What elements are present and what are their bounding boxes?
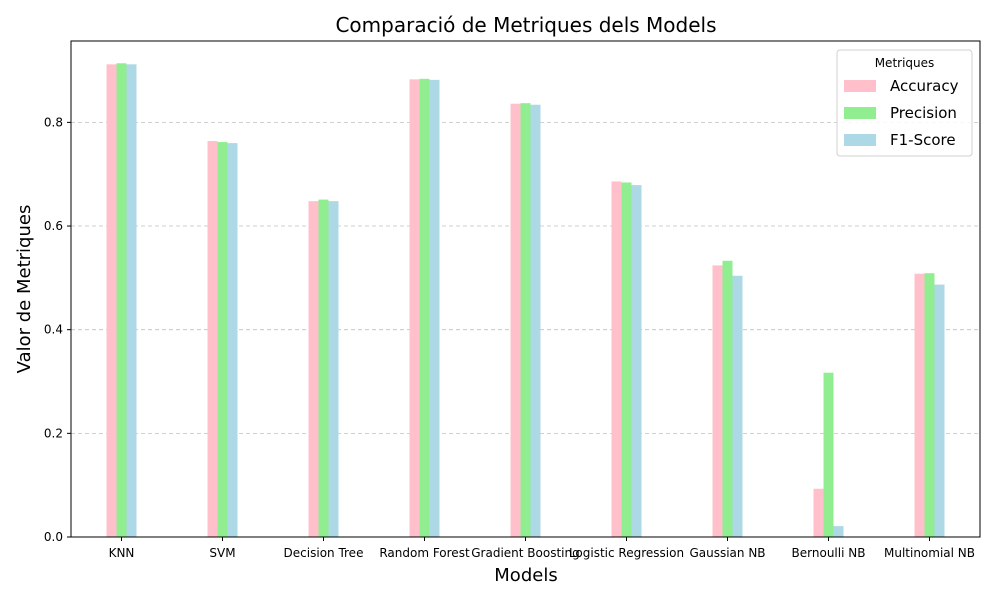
x-tick-label: Gaussian NB [689, 546, 765, 560]
bar-f1-score [833, 526, 844, 537]
bar-precision [621, 182, 632, 537]
legend-label: Accuracy [890, 77, 959, 95]
y-axis-label: Valor de Metriques [14, 205, 35, 374]
bar-precision [116, 63, 127, 537]
bar-accuracy [409, 79, 420, 538]
bar-precision [318, 199, 329, 537]
bar-precision [823, 372, 834, 537]
bar-precision [520, 103, 531, 537]
chart-title: Comparació de Metriques dels Models [335, 13, 716, 37]
bar-accuracy [106, 64, 117, 538]
y-axis-ticks: 0.0 0.2 0.4 0.6 0.8 [44, 115, 71, 544]
x-tick-label: Random Forest [379, 546, 470, 560]
y-tick-label: 0.6 [44, 219, 63, 233]
legend-swatch [844, 107, 876, 119]
bar-accuracy [611, 181, 622, 537]
bar-precision [419, 78, 430, 537]
bar-precision [924, 273, 935, 537]
bar-accuracy [308, 201, 319, 538]
bar-precision [217, 142, 228, 537]
x-tick-label: Decision Tree [284, 546, 364, 560]
legend-box [836, 49, 973, 157]
bar-f1-score [934, 284, 945, 537]
legend-swatch [844, 134, 876, 146]
bar-f1-score [126, 64, 137, 538]
y-tick-label: 0.4 [44, 323, 63, 337]
x-axis-label: Models [494, 565, 557, 586]
legend: Metriques Accuracy Precision F1-Score [836, 49, 973, 157]
bar-accuracy [207, 141, 218, 538]
legend-label: Precision [890, 104, 957, 122]
legend-swatch [844, 80, 876, 92]
y-tick-label: 0.0 [44, 530, 63, 544]
bar-accuracy [914, 273, 925, 537]
bar-f1-score [429, 79, 440, 538]
x-tick-label: Gradient Boosting [471, 546, 579, 560]
x-tick-label: Bernoulli NB [792, 546, 866, 560]
y-tick-label: 0.8 [44, 115, 63, 129]
x-tick-label: SVM [209, 546, 235, 560]
x-axis-ticks: KNN SVM Decision Tree Random Forest Gradient… [109, 537, 975, 560]
x-tick-label: KNN [109, 546, 135, 560]
legend-label: F1-Score [890, 131, 956, 149]
bar-f1-score [631, 185, 642, 537]
bar-f1-score [227, 143, 238, 537]
bars [106, 63, 945, 538]
bar-accuracy [813, 488, 824, 537]
bar-f1-score [732, 275, 743, 537]
legend-title: Metriques [875, 56, 935, 70]
bar-f1-score [530, 104, 541, 538]
x-tick-label: Multinomial NB [884, 546, 975, 560]
bar-precision [722, 260, 733, 537]
bar-accuracy [510, 103, 521, 537]
y-tick-label: 0.2 [44, 426, 63, 440]
bar-f1-score [328, 201, 339, 538]
x-tick-label: Logistic Regression [569, 546, 684, 560]
bar-accuracy [712, 265, 723, 537]
